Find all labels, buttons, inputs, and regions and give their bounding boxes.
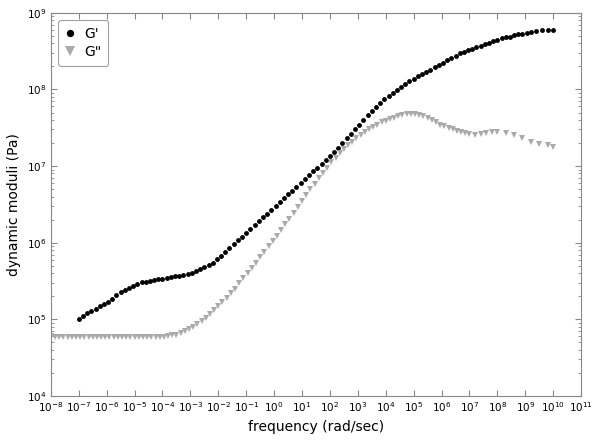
G" [64, 334, 71, 340]
Y-axis label: dynamic moduli (Pa): dynamic moduli (Pa) [7, 133, 21, 276]
G' [550, 27, 557, 32]
G" [407, 111, 415, 116]
Legend: G', G": G', G" [58, 20, 109, 66]
Line: G': G' [76, 27, 556, 321]
G' [75, 317, 82, 322]
G" [202, 315, 209, 320]
X-axis label: frequency (rad/sec): frequency (rad/sec) [248, 420, 384, 434]
G" [403, 111, 410, 116]
G" [47, 333, 55, 339]
G" [502, 131, 509, 136]
G' [511, 32, 518, 37]
G' [427, 67, 434, 72]
G" [445, 125, 452, 131]
G' [88, 308, 95, 314]
G" [550, 144, 557, 149]
G' [226, 245, 233, 250]
G' [92, 306, 99, 311]
Line: G": G" [48, 111, 556, 340]
G" [52, 334, 59, 340]
G' [464, 48, 472, 53]
G" [68, 334, 76, 340]
